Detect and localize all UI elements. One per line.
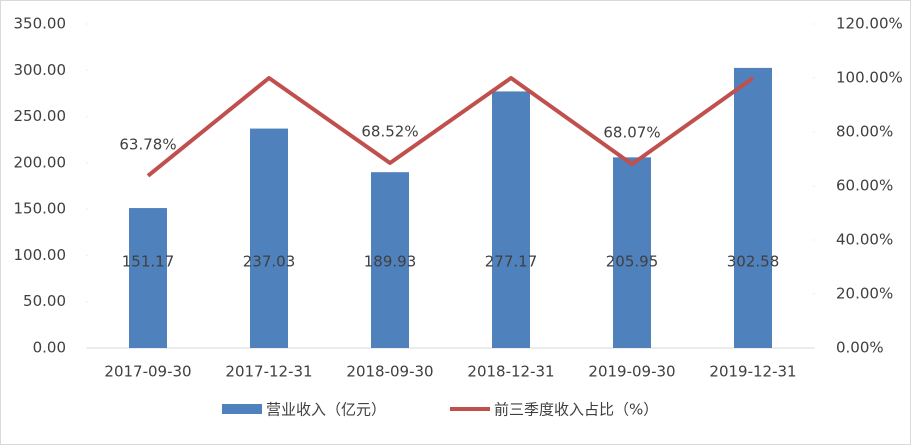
data-label: 189.93 xyxy=(364,253,417,271)
y2-tick-label: 20.00% xyxy=(836,285,893,303)
y-tick-label: 200.00 xyxy=(14,153,67,171)
y2-tick-label: 40.00% xyxy=(836,231,893,249)
legend-swatch xyxy=(222,404,262,414)
data-label: 63.78% xyxy=(119,135,176,153)
y-tick-label: 150.00 xyxy=(14,200,67,218)
x-tick-label: 2018-09-30 xyxy=(346,363,433,381)
line xyxy=(146,76,755,178)
bar xyxy=(250,128,288,348)
x-tick-label: 2018-12-31 xyxy=(467,363,554,381)
legend-label: 前三季度收入占比（%） xyxy=(494,401,658,419)
x-tick-label: 2019-12-31 xyxy=(709,363,796,381)
data-label: 277.17 xyxy=(485,253,538,271)
x-tick-label: 2019-09-30 xyxy=(588,363,675,381)
y-tick-label: 350.00 xyxy=(14,15,67,33)
y-tick-label: 300.00 xyxy=(14,61,67,79)
x-tick-label: 2017-09-30 xyxy=(104,363,191,381)
legend-label: 营业收入（亿元） xyxy=(266,401,386,419)
y-tick-label: 100.00 xyxy=(14,246,67,264)
data-label: 68.52% xyxy=(361,122,418,140)
y2-tick-label: 80.00% xyxy=(836,123,893,141)
bar xyxy=(734,67,772,348)
y2-tick-label: 120.00% xyxy=(836,15,903,33)
y-tick-label: 250.00 xyxy=(14,107,67,125)
data-label: 205.95 xyxy=(606,253,659,271)
bar xyxy=(129,208,167,348)
bar xyxy=(492,91,530,348)
y-tick-label: 50.00 xyxy=(23,292,66,310)
data-label: 151.17 xyxy=(122,253,175,271)
data-label: 302.58 xyxy=(727,253,780,271)
y2-tick-label: 100.00% xyxy=(836,69,903,87)
data-label: 68.07% xyxy=(603,124,660,142)
y2-tick-label: 0.00% xyxy=(836,339,884,357)
data-label: 237.03 xyxy=(243,253,296,271)
bar xyxy=(613,157,651,348)
bar xyxy=(371,172,409,348)
y-tick-label: 0.00 xyxy=(33,339,66,357)
x-tick-label: 2017-12-31 xyxy=(225,363,312,381)
y2-tick-label: 60.00% xyxy=(836,177,893,195)
